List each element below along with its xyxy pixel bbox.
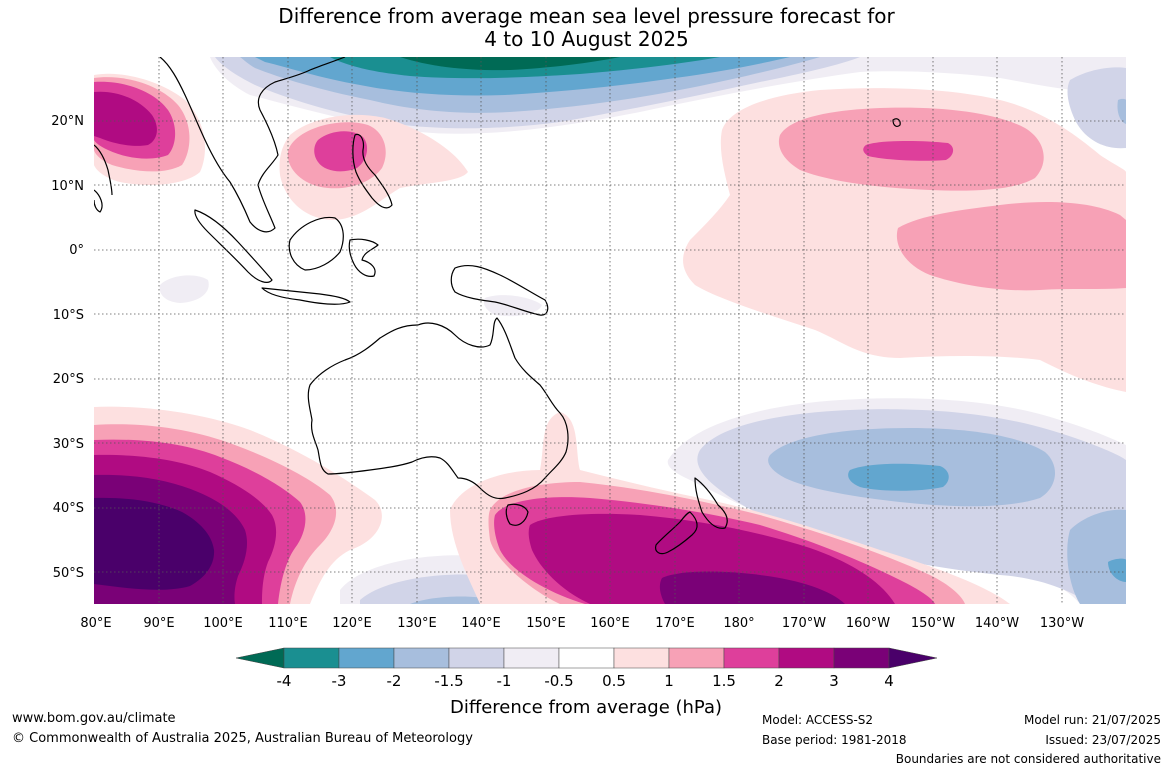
lon-label: 140°E: [461, 616, 501, 631]
colorbar-tick: -1: [497, 672, 512, 690]
coast-png: [450, 264, 549, 316]
colorbar-bin: [668, 647, 725, 669]
footer-website: www.bom.gov.au/climate: [12, 711, 176, 726]
coast-se-asia: [159, 57, 346, 233]
lat-label: 40°S: [53, 501, 84, 516]
colorbar-tick: 1.5: [712, 672, 736, 690]
anomaly-contours: [94, 57, 1126, 604]
footer-model-run: Model run: 21/07/2025: [1023, 713, 1161, 727]
colorbar-tick: -2: [387, 672, 402, 690]
colorbar-tick: -4: [277, 672, 292, 690]
lat-label: 10°N: [51, 179, 84, 194]
lat-label: 20°S: [53, 372, 84, 387]
colorbar-tick: -1.5: [434, 672, 463, 690]
lon-label: 150°E: [526, 616, 566, 631]
lat-label: 30°S: [53, 437, 84, 452]
lon-label: 100°E: [203, 616, 243, 631]
colorbar-tick: 4: [884, 672, 894, 690]
contour-pos-pacific-1b: [896, 202, 1126, 291]
colorbar-bin: [833, 647, 890, 669]
coast-borneo: [288, 216, 344, 271]
contour-neg-ne-corner: [1067, 67, 1126, 149]
contour-neg-ne-corner2: [1117, 98, 1126, 124]
lon-label: 160°W: [846, 616, 890, 631]
footer-disclaimer: Boundaries are not considered authoritat…: [895, 752, 1161, 766]
colorbar-tick: -0.5: [544, 672, 573, 690]
colorbar-bin: [283, 647, 340, 669]
coast-java: [261, 287, 351, 305]
colorbar-tick: 1: [664, 672, 674, 690]
colorbar-bin: [393, 647, 450, 669]
colorbar-tick: 3: [829, 672, 839, 690]
colorbar-bin: [613, 647, 670, 669]
colorbar-bin: [503, 647, 560, 669]
footer-model: Model: ACCESS-S2: [762, 713, 874, 727]
coastlines: [94, 57, 901, 555]
colorbar-bin: [448, 647, 505, 669]
colorbar-tick: 2: [774, 672, 784, 690]
lat-label: 10°S: [53, 308, 84, 323]
coast-philippines: [352, 133, 393, 209]
footer-copyright: © Commonwealth of Australia 2025, Austra…: [12, 731, 473, 746]
lat-label: 0°: [69, 243, 84, 258]
colorbar-label: Difference from average (hPa): [450, 697, 722, 718]
footer-issued: Issued: 23/07/2025: [1045, 733, 1161, 747]
lon-label: 80°E: [80, 616, 111, 631]
contour-neutral-png: [483, 295, 542, 317]
colorbar-bin: [778, 647, 835, 669]
gridlines: [94, 57, 1126, 604]
colorbar-bin: [338, 647, 395, 669]
lon-label: 150°W: [911, 616, 955, 631]
colorbar-ticks: -4 -3 -2 -1.5 -1 -0.5 0.5 1 1.5 2 3 4: [277, 672, 894, 690]
contour-pos-nz-3: [659, 571, 845, 604]
contour-pos-phil-1.5: [314, 131, 368, 172]
colorbar-tick: 0.5: [602, 672, 626, 690]
coast-sulawesi: [348, 238, 379, 277]
lon-label: 90°E: [143, 616, 174, 631]
contour-neg-sp-2: [848, 463, 949, 491]
contour-pos-pacific-1.5a: [863, 140, 954, 161]
colorbar-bins: [283, 647, 890, 669]
colorbar-bin: [558, 647, 615, 669]
coast-sumatra: [194, 209, 273, 283]
contour-pos-sw-4: [94, 497, 215, 590]
lat-label: 20°N: [51, 114, 84, 129]
contour-neutral-indian: [159, 275, 209, 303]
colorbar-tick: -3: [332, 672, 347, 690]
lat-labels: 20°N 10°N 0° 10°S 20°S 30°S 40°S 50°S: [51, 114, 84, 581]
map-title-line2: 4 to 10 August 2025: [484, 27, 689, 51]
coast-tasmania: [505, 503, 529, 526]
coast-australia: [307, 317, 569, 500]
colorbar-under-arrow: [235, 647, 285, 669]
contour-neg-sa-1.5: [410, 596, 497, 604]
footer-base-period: Base period: 1981-2018: [762, 733, 907, 747]
contour-neg4-north: [400, 57, 620, 71]
coast-nz-south: [655, 511, 698, 555]
lon-label: 140°W: [975, 616, 1019, 631]
lon-label: 130°E: [397, 616, 437, 631]
coast-nz-north: [694, 477, 728, 529]
colorbar-bin: [723, 647, 780, 669]
map-title-line1: Difference from average mean sea level p…: [278, 4, 895, 28]
lon-label: 170°W: [782, 616, 826, 631]
lat-label: 50°S: [53, 566, 84, 581]
contour-pos-nz-2: [528, 513, 895, 604]
lon-label: 120°E: [332, 616, 372, 631]
coast-hawaii: [892, 118, 901, 127]
contour-pos-bengal-2: [94, 91, 157, 146]
lon-label: 170°E: [655, 616, 695, 631]
lon-label: 110°E: [268, 616, 308, 631]
colorbar-over-arrow: [888, 647, 938, 669]
lon-label: 130°W: [1040, 616, 1084, 631]
contour-neg-se-corner: [1067, 509, 1126, 604]
lon-label: 180°: [723, 616, 754, 631]
coast-india: [94, 144, 113, 213]
contour-neg-se-corner2: [1108, 558, 1126, 582]
lon-labels: 80°E 90°E 100°E 110°E 120°E 130°E 140°E …: [80, 616, 1084, 631]
colorbar: -4 -3 -2 -1.5 -1 -0.5 0.5 1 1.5 2 3 4 Di…: [235, 647, 938, 718]
lon-label: 160°E: [590, 616, 630, 631]
